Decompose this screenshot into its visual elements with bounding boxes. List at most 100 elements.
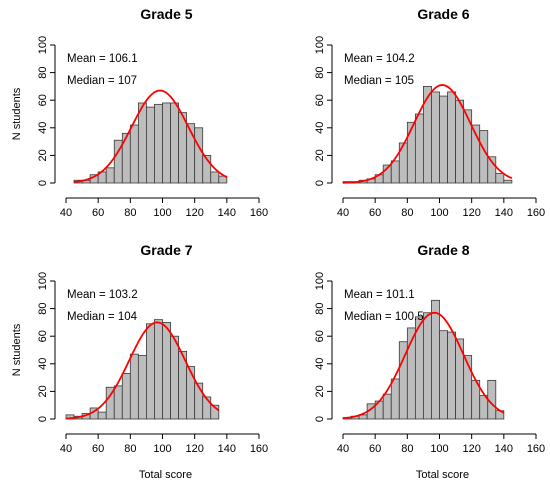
chart-title: Grade 7 — [140, 242, 192, 258]
histogram-bar — [414, 113, 424, 184]
mean-annotation: Mean = 106.1 — [67, 53, 138, 65]
median-annotation: Median = 107 — [67, 75, 137, 87]
y-tick-label: 40 — [314, 122, 326, 134]
chart-title: Grade 5 — [140, 6, 192, 22]
x-tick-label: 160 — [250, 443, 268, 455]
y-tick-label: 60 — [37, 94, 49, 106]
y-tick-label: 60 — [314, 330, 326, 342]
histogram-bar — [97, 411, 107, 420]
normal-fit-curve — [73, 89, 228, 183]
y-tick-label: 60 — [37, 330, 49, 342]
histogram-bar — [431, 91, 440, 184]
x-tick-label: 80 — [124, 443, 136, 455]
x-tick-label: 40 — [60, 207, 72, 219]
chart-panel-1: Grade 5 0 20 40 60 80 100 40 60 80 100 120 140 160 N s… — [11, 6, 268, 219]
histogram-bar — [146, 323, 155, 420]
histogram-bar — [503, 179, 513, 184]
histogram-bar — [113, 385, 123, 420]
chart-panel-2: Grade 6 0 20 40 60 80 100 40 60 80 100 120 140 160 Mea… — [314, 6, 545, 219]
median-annotation: Median = 105 — [344, 75, 414, 87]
histogram-bar — [146, 106, 155, 184]
y-tick-label: 0 — [37, 180, 49, 186]
histogram-bar — [129, 124, 139, 184]
x-tick-label: 40 — [337, 207, 349, 219]
histogram-bar — [202, 396, 212, 420]
y-axis-title: N students — [11, 87, 23, 140]
x-axis-title: Total score — [139, 469, 192, 481]
x-tick-label: 140 — [495, 207, 513, 219]
x-tick-label: 100 — [430, 443, 448, 455]
y-tick-label: 100 — [37, 36, 49, 54]
histogram-bar — [129, 353, 139, 420]
histogram-bar — [218, 175, 228, 184]
y-tick-label: 20 — [37, 385, 49, 397]
mean-annotation: Mean = 103.2 — [67, 289, 138, 301]
x-tick-label: 140 — [218, 443, 236, 455]
x-tick-label: 40 — [60, 443, 72, 455]
y-tick-label: 80 — [314, 66, 326, 78]
histogram-bar — [170, 335, 179, 420]
y-tick-label: 0 — [37, 416, 49, 422]
histogram-bar — [447, 331, 456, 420]
histogram-bar — [431, 299, 440, 420]
y-axis-title: N students — [11, 323, 23, 376]
y-tick-label: 20 — [314, 149, 326, 161]
histogram-bar — [406, 121, 416, 184]
histogram-bar — [202, 154, 212, 184]
median-annotation: Median = 100.5 — [344, 311, 424, 323]
histogram-bar — [423, 312, 432, 420]
histogram-bar — [487, 156, 497, 184]
y-tick-label: 0 — [314, 180, 326, 186]
normal-fit-curve — [342, 311, 505, 420]
y-tick-label: 40 — [37, 122, 49, 134]
x-tick-label: 120 — [462, 443, 480, 455]
x-tick-label: 80 — [124, 207, 136, 219]
histogram-bar — [495, 172, 505, 184]
x-tick-label: 120 — [185, 207, 203, 219]
chart-title: Grade 6 — [417, 6, 469, 22]
x-tick-label: 160 — [250, 207, 268, 219]
histogram-bar — [105, 167, 115, 184]
y-tick-label: 80 — [37, 66, 49, 78]
x-tick-label: 40 — [337, 443, 349, 455]
histogram-bar — [162, 321, 171, 420]
x-tick-label: 60 — [92, 443, 104, 455]
y-tick-label: 40 — [37, 358, 49, 370]
histogram-bar — [121, 373, 131, 420]
normal-fit-curve — [65, 321, 220, 420]
histogram-bar — [194, 127, 204, 184]
y-tick-label: 100 — [314, 36, 326, 54]
x-tick-label: 140 — [495, 443, 513, 455]
y-tick-label: 20 — [314, 385, 326, 397]
chart-panel-3: Grade 7 0 20 40 60 80 100 40 60 80 100 120 140 160 N s… — [11, 242, 268, 481]
histogram-bar — [455, 99, 465, 184]
histogram-bar — [439, 330, 448, 420]
histogram-bar — [390, 160, 400, 184]
median-annotation: Median = 104 — [67, 311, 138, 323]
y-tick-label: 80 — [37, 302, 49, 314]
x-tick-label: 100 — [430, 207, 448, 219]
histogram-bar — [137, 102, 147, 184]
x-tick-label: 120 — [185, 443, 203, 455]
y-tick-label: 40 — [314, 358, 326, 370]
histogram-bar — [170, 102, 179, 184]
x-tick-label: 100 — [153, 443, 171, 455]
histogram-bar — [186, 366, 196, 420]
chart-title: Grade 8 — [417, 242, 469, 258]
x-tick-label: 140 — [218, 207, 236, 219]
x-axis-title: Total score — [416, 469, 469, 481]
x-tick-label: 80 — [401, 443, 413, 455]
histogram-bar — [463, 109, 473, 184]
x-tick-label: 120 — [462, 207, 480, 219]
y-tick-label: 60 — [314, 94, 326, 106]
x-tick-label: 160 — [527, 207, 545, 219]
y-tick-label: 80 — [314, 302, 326, 314]
x-tick-label: 80 — [401, 207, 413, 219]
histogram-bar — [154, 319, 163, 420]
histogram-bar — [439, 95, 448, 184]
histogram-bar — [178, 112, 188, 184]
mean-annotation: Mean = 101.1 — [344, 289, 415, 301]
histogram-bar — [447, 91, 456, 184]
y-tick-label: 20 — [37, 149, 49, 161]
